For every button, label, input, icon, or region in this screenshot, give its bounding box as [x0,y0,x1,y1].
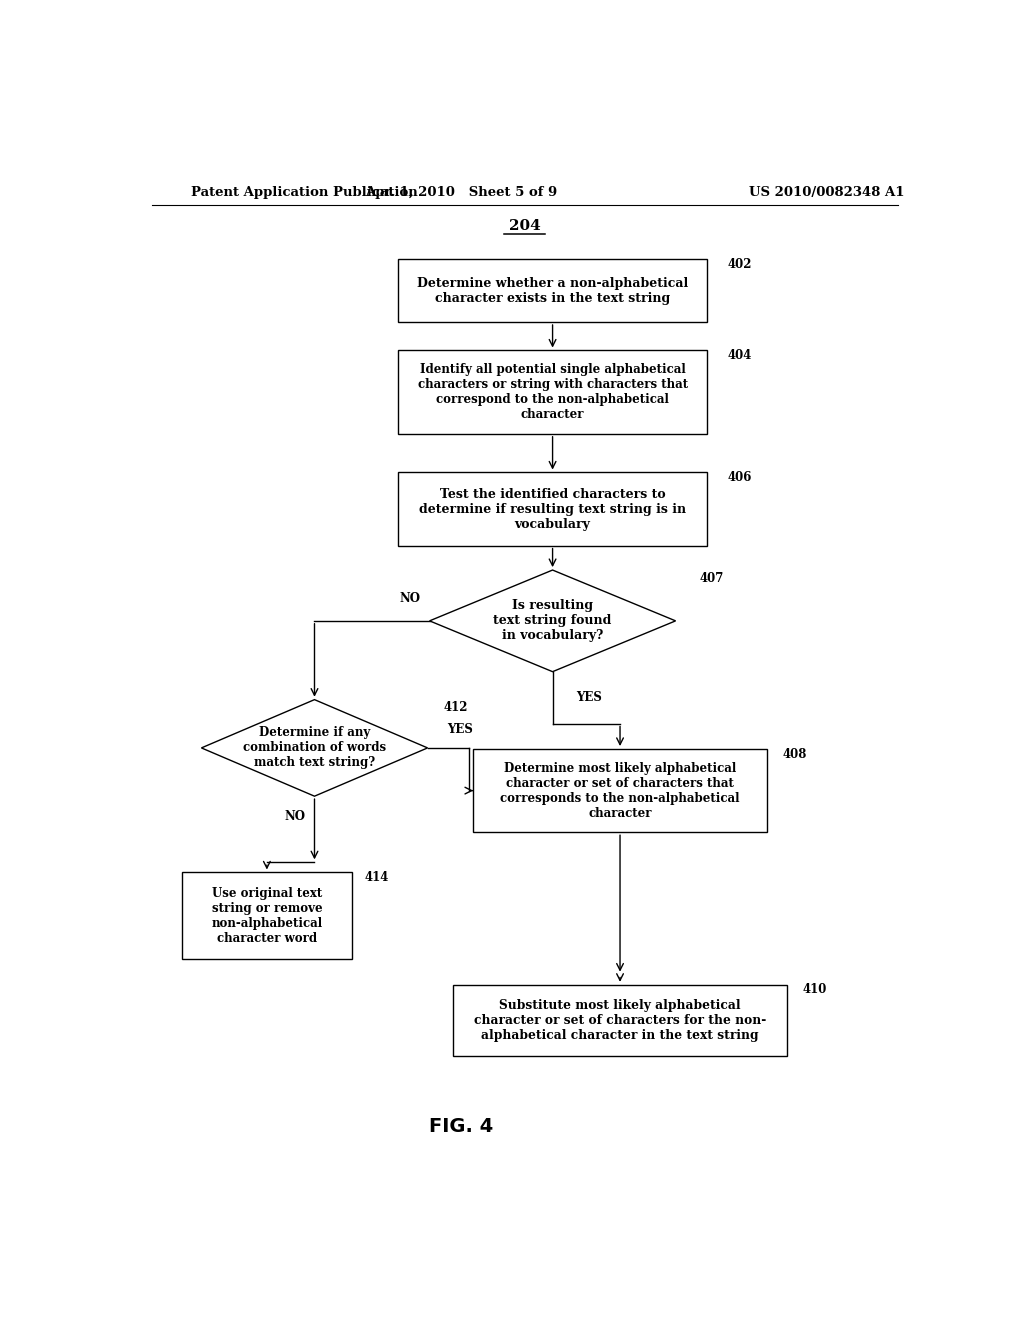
FancyBboxPatch shape [397,351,708,434]
Text: Use original text
string or remove
non-alphabetical
character word: Use original text string or remove non-a… [211,887,323,945]
Text: Determine most likely alphabetical
character or set of characters that
correspon: Determine most likely alphabetical chara… [501,762,739,820]
Text: Substitute most likely alphabetical
character or set of characters for the non-
: Substitute most likely alphabetical char… [474,999,766,1041]
Text: 412: 412 [443,701,468,714]
Polygon shape [202,700,428,796]
Text: Is resulting
text string found
in vocabulary?: Is resulting text string found in vocabu… [494,599,611,643]
Text: Identify all potential single alphabetical
characters or string with characters : Identify all potential single alphabetic… [418,363,688,421]
Text: 410: 410 [803,983,827,997]
Text: Test the identified characters to
determine if resulting text string is in
vocab: Test the identified characters to determ… [419,487,686,531]
Text: 406: 406 [727,471,752,484]
Text: Apr. 1, 2010   Sheet 5 of 9: Apr. 1, 2010 Sheet 5 of 9 [366,186,557,199]
Text: 204: 204 [509,219,541,234]
Text: NO: NO [284,810,305,822]
Text: YES: YES [447,723,473,737]
Text: 402: 402 [727,257,752,271]
FancyBboxPatch shape [454,985,786,1056]
FancyBboxPatch shape [181,873,352,958]
Text: 408: 408 [782,747,807,760]
Text: Determine if any
combination of words
match text string?: Determine if any combination of words ma… [243,726,386,770]
Text: NO: NO [399,591,420,605]
Text: 414: 414 [365,871,388,884]
FancyBboxPatch shape [397,259,708,322]
Text: 407: 407 [699,572,724,585]
Text: 404: 404 [727,348,752,362]
FancyBboxPatch shape [473,748,767,833]
Text: Determine whether a non-alphabetical
character exists in the text string: Determine whether a non-alphabetical cha… [417,276,688,305]
Text: US 2010/0082348 A1: US 2010/0082348 A1 [749,186,904,199]
Polygon shape [430,570,676,672]
Text: FIG. 4: FIG. 4 [429,1117,494,1135]
FancyBboxPatch shape [397,473,708,545]
Text: YES: YES [577,690,602,704]
Text: Patent Application Publication: Patent Application Publication [191,186,418,199]
